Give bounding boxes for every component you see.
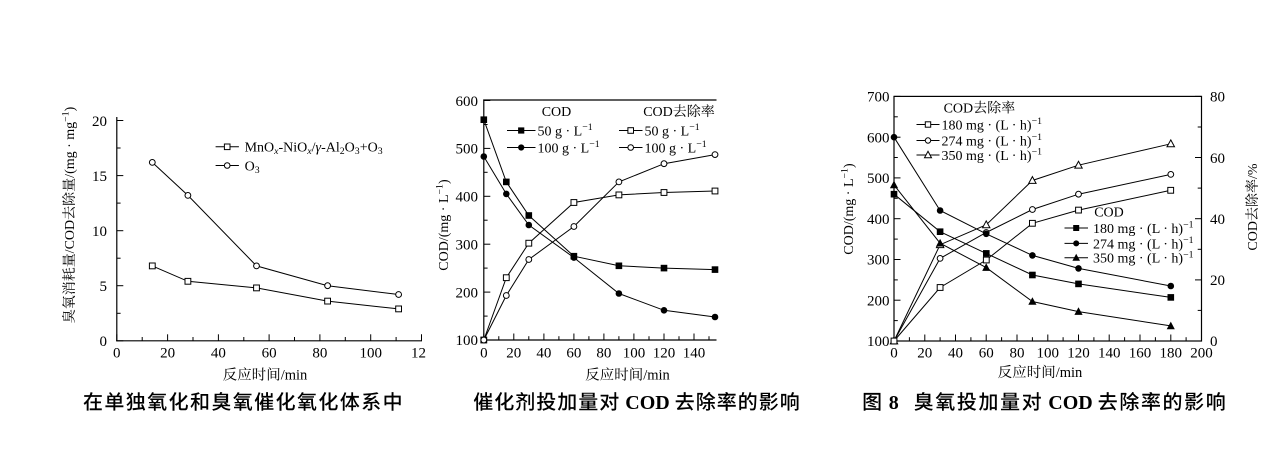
svg-text:O3: O3: [245, 159, 260, 176]
svg-text:500: 500: [867, 171, 890, 187]
svg-text:12: 12: [411, 346, 426, 362]
svg-text:20: 20: [160, 346, 175, 362]
svg-text:20: 20: [506, 346, 521, 362]
svg-text:300: 300: [456, 237, 479, 253]
svg-text:COD: COD: [542, 105, 572, 120]
svg-text:40: 40: [1210, 212, 1225, 228]
svg-text:/min: /min: [1056, 365, 1083, 381]
svg-text:100: 100: [360, 346, 383, 362]
svg-text:140: 140: [683, 346, 706, 362]
svg-text:60: 60: [566, 346, 581, 362]
svg-text:600: 600: [867, 130, 890, 146]
svg-text:80: 80: [312, 346, 327, 362]
svg-text:0: 0: [100, 334, 108, 350]
svg-text:40: 40: [536, 346, 551, 362]
svg-text:300: 300: [867, 253, 890, 269]
svg-text:160: 160: [1129, 346, 1152, 362]
svg-text:700: 700: [867, 90, 890, 106]
svg-text:/min: /min: [643, 368, 670, 384]
svg-text:MnOx-NiOx/γ-Al2O3+O3: MnOx-NiOx/γ-Al2O3+O3: [245, 141, 383, 158]
svg-text:COD/(mg · L−1): COD/(mg · L−1): [435, 179, 452, 271]
svg-text:274 mg · (L · h)−1: 274 mg · (L · h)−1: [942, 132, 1043, 149]
svg-text:/min: /min: [281, 368, 308, 384]
svg-text:/%: /%: [1246, 163, 1261, 179]
svg-text:180 mg · (L · h)−1: 180 mg · (L · h)−1: [1093, 220, 1194, 237]
svg-text:15: 15: [92, 169, 107, 185]
svg-text:80: 80: [1010, 346, 1025, 362]
svg-text:50 g · L−1: 50 g · L−1: [538, 122, 593, 139]
svg-text:100: 100: [456, 333, 479, 349]
svg-text:0: 0: [480, 346, 488, 362]
svg-text:400: 400: [867, 212, 890, 228]
svg-text:100: 100: [867, 334, 890, 350]
svg-text:400: 400: [456, 190, 479, 206]
svg-text:/COD: /COD: [63, 220, 78, 253]
svg-text:5: 5: [100, 279, 108, 295]
svg-text:20: 20: [917, 346, 932, 362]
svg-text:200: 200: [1190, 346, 1213, 362]
svg-text:8: 8: [884, 392, 914, 414]
svg-text:350 mg · (L · h)−1: 350 mg · (L · h)−1: [1093, 249, 1194, 266]
svg-text:COD/(mg · L−1): COD/(mg · L−1): [840, 163, 857, 255]
svg-text:100 g · L−1: 100 g · L−1: [645, 139, 707, 156]
svg-text:COD: COD: [643, 105, 673, 120]
svg-text:180 mg · (L · h)−1: 180 mg · (L · h)−1: [942, 116, 1043, 133]
svg-text:120: 120: [1067, 346, 1090, 362]
svg-text:200: 200: [456, 285, 479, 301]
svg-text:100 g · L−1: 100 g · L−1: [538, 139, 600, 156]
svg-text:100: 100: [1037, 346, 1060, 362]
svg-text:200: 200: [867, 294, 890, 310]
svg-text:COD: COD: [1043, 392, 1097, 414]
svg-text:10: 10: [92, 224, 107, 240]
svg-text:COD: COD: [944, 101, 974, 116]
svg-text:COD: COD: [1246, 221, 1261, 251]
svg-text:0: 0: [113, 346, 121, 362]
svg-text:500: 500: [456, 142, 479, 158]
svg-text:60: 60: [262, 346, 277, 362]
svg-text:100: 100: [623, 346, 646, 362]
svg-text:COD: COD: [620, 392, 674, 414]
svg-text:/(mg · mg−1): /(mg · mg−1): [61, 106, 78, 177]
svg-text:60: 60: [979, 346, 994, 362]
svg-text:20: 20: [1210, 273, 1225, 289]
svg-text:80: 80: [1210, 90, 1225, 106]
svg-text:180: 180: [1160, 346, 1183, 362]
svg-text:20: 20: [92, 114, 107, 130]
svg-text:80: 80: [596, 346, 611, 362]
svg-text:40: 40: [211, 346, 226, 362]
svg-text:140: 140: [1098, 346, 1121, 362]
svg-text:COD: COD: [1094, 206, 1124, 221]
svg-text:40: 40: [948, 346, 963, 362]
svg-text:274 mg · (L · h)−1: 274 mg · (L · h)−1: [1093, 235, 1194, 252]
svg-text:50 g · L−1: 50 g · L−1: [645, 122, 700, 139]
svg-text:350 mg · (L · h)−1: 350 mg · (L · h)−1: [942, 147, 1043, 164]
svg-text:120: 120: [653, 346, 676, 362]
svg-text:0: 0: [890, 346, 898, 362]
svg-text:60: 60: [1210, 151, 1225, 167]
svg-text:0: 0: [1210, 334, 1218, 350]
svg-text:600: 600: [456, 94, 479, 110]
